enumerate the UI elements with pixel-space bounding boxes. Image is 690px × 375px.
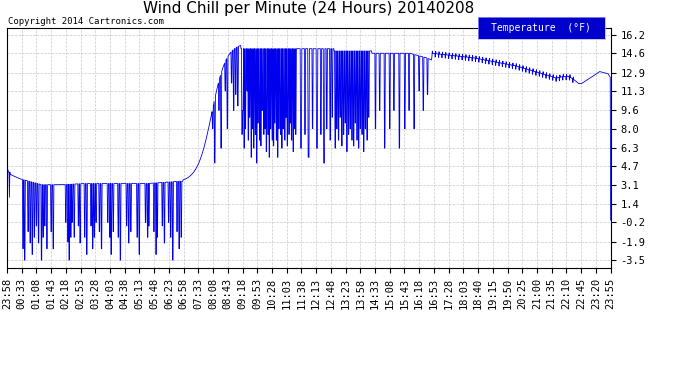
Text: Copyright 2014 Cartronics.com: Copyright 2014 Cartronics.com [8,17,164,26]
Title: Wind Chill per Minute (24 Hours) 20140208: Wind Chill per Minute (24 Hours) 2014020… [143,1,475,16]
